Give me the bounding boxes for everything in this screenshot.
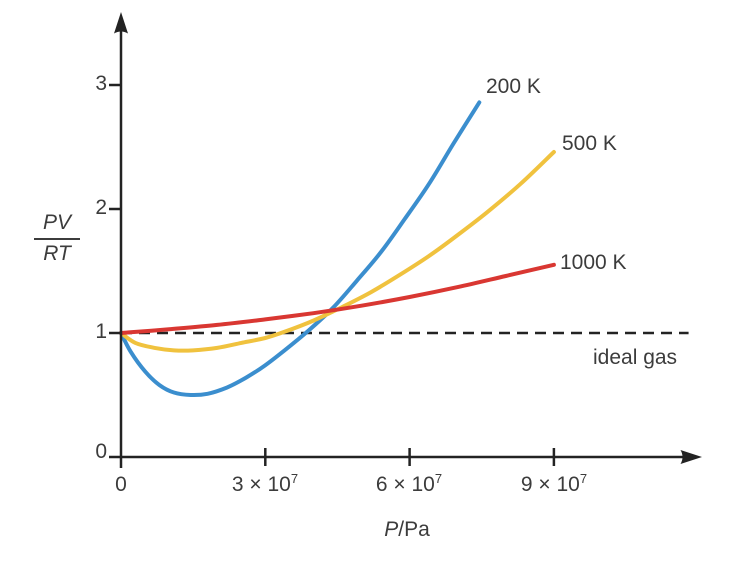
y-axis-label: PV RT xyxy=(34,211,80,266)
x-tick-0-base: 0 xyxy=(115,473,127,496)
curve-label-200K: 200 K xyxy=(486,75,541,98)
x-tick-1-exponent: 7 xyxy=(290,471,299,486)
y-axis-label-numerator: PV xyxy=(34,211,80,240)
x-tick-1-base: 3 × 10 xyxy=(231,473,291,496)
curve-label-1000K: 1000 K xyxy=(560,251,627,274)
y-axis-label-denominator: RT xyxy=(43,242,71,265)
x-tick-label-0: 0 xyxy=(51,474,191,496)
y-tick-label-3: 3 xyxy=(95,72,107,95)
x-tick-3-exponent: 7 xyxy=(579,471,588,486)
x-axis-label-symbol: P xyxy=(384,518,399,541)
x-tick-2-exponent: 7 xyxy=(434,471,443,486)
y-tick-label-2: 2 xyxy=(95,196,107,219)
y-axis-arrow-icon xyxy=(114,12,128,34)
x-tick-label-3e7: 3 × 107 xyxy=(195,471,335,498)
tick-marks-group xyxy=(109,83,556,466)
x-axis-label-rest: /Pa xyxy=(398,518,430,541)
axes-group xyxy=(109,28,688,468)
axis-arrows xyxy=(114,12,702,464)
x-tick-label-6e7: 6 × 107 xyxy=(339,471,479,498)
y-tick-label-1: 1 xyxy=(95,320,107,343)
y-tick-label-0: 0 xyxy=(95,440,107,463)
x-tick-3-base: 9 × 10 xyxy=(520,473,580,496)
x-tick-2-base: 6 × 10 xyxy=(375,473,435,496)
x-axis-arrow-icon xyxy=(680,450,702,464)
x-tick-label-9e7: 9 × 107 xyxy=(484,471,624,498)
curve-200-K xyxy=(119,100,482,398)
curves-group xyxy=(119,100,556,398)
curve-label-500K: 500 K xyxy=(562,132,617,155)
curve-1000-K xyxy=(119,262,556,335)
curve-500-K xyxy=(119,150,556,353)
ideal-gas-label: ideal gas xyxy=(593,346,678,369)
x-axis-label: P/Pa xyxy=(337,519,477,541)
